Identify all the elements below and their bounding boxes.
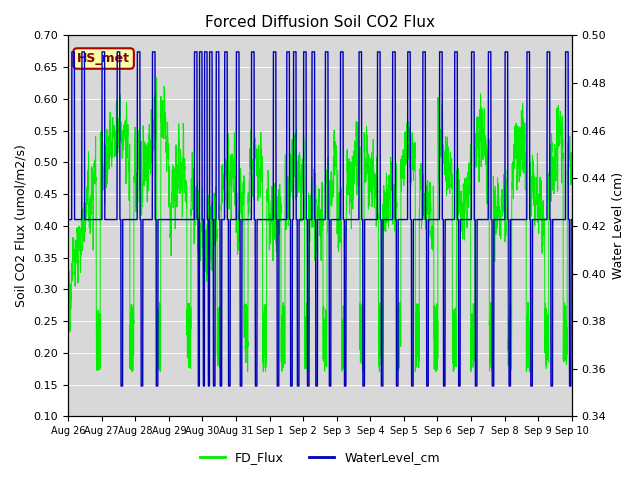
Y-axis label: Soil CO2 Flux (umol/m2/s): Soil CO2 Flux (umol/m2/s) [15, 144, 28, 307]
Text: HS_met: HS_met [77, 52, 130, 65]
Title: Forced Diffusion Soil CO2 Flux: Forced Diffusion Soil CO2 Flux [205, 15, 435, 30]
Y-axis label: Water Level (cm): Water Level (cm) [612, 172, 625, 279]
Legend: FD_Flux, WaterLevel_cm: FD_Flux, WaterLevel_cm [195, 446, 445, 469]
